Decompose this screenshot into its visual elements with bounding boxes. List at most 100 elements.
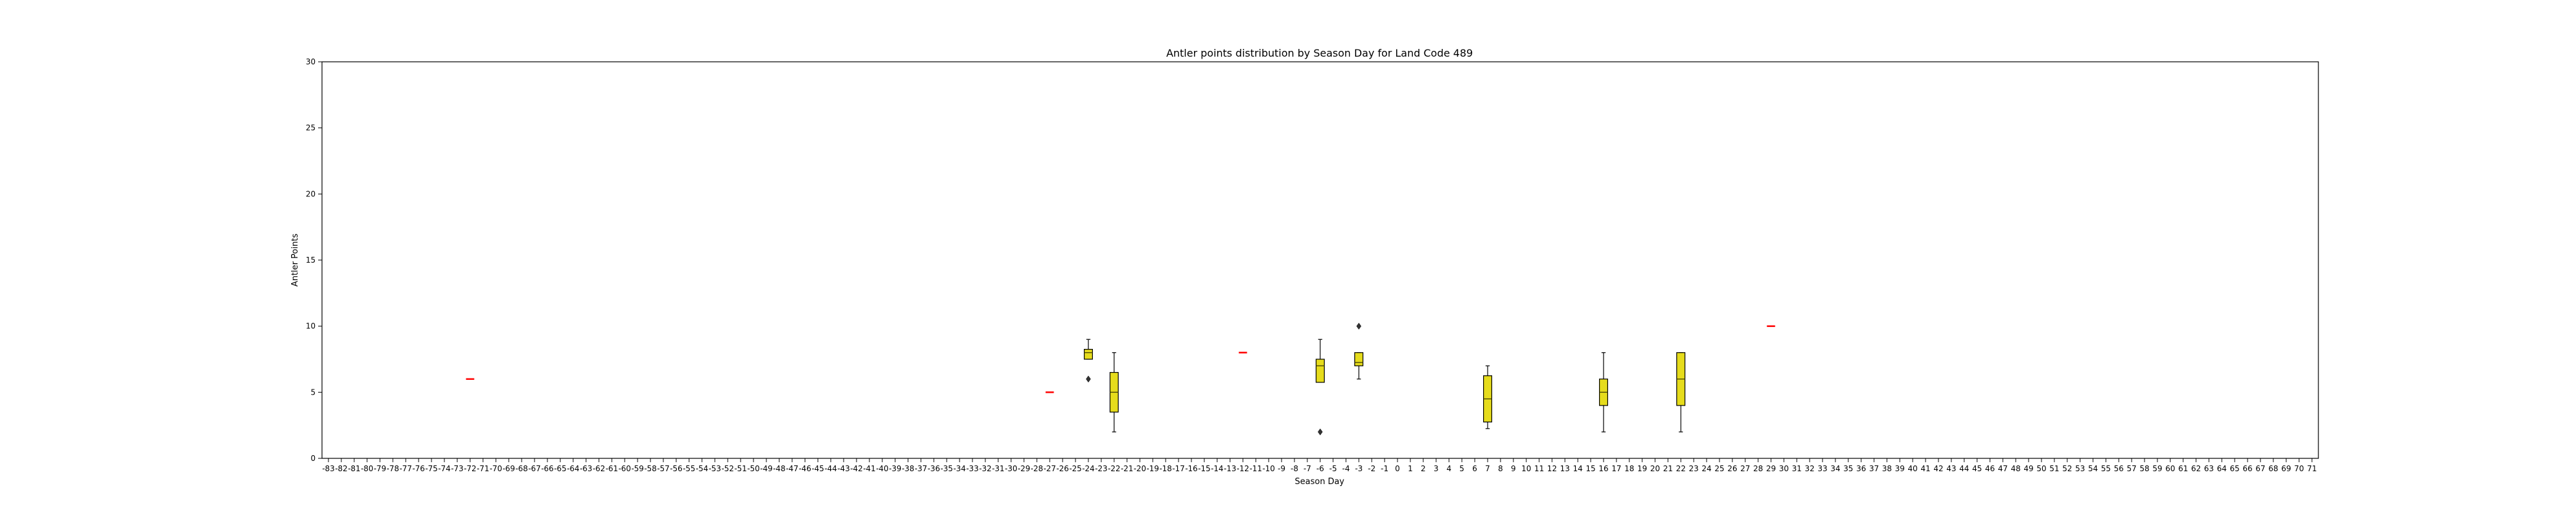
x-tick-label: 27: [1740, 464, 1750, 473]
plot-area: [321, 61, 2319, 459]
x-axis: -83 -82 -81 -80 -79 -78 -77 -76 -75 -74 -73 -72 -71-…: [322, 458, 2317, 473]
x-tick-label: 13: [1560, 464, 1569, 473]
x-tick-label: -23: [1095, 464, 1108, 473]
x-tick-label: 61: [2178, 464, 2188, 473]
box-group: [1599, 352, 1609, 433]
x-tick-label: -6: [1316, 464, 1324, 473]
x-tick-label: -77: [399, 464, 412, 473]
x-tick-label: -44: [824, 464, 837, 473]
x-tick-label: 44: [1959, 464, 1969, 473]
x-tick-label: 48: [2011, 464, 2020, 473]
x-tick-label: 11: [1534, 464, 1544, 473]
x-tick-label: -75: [425, 464, 438, 473]
x-tick-label: -35: [940, 464, 953, 473]
x-tick-label: -63: [580, 464, 592, 473]
x-tick-label: -70: [489, 464, 502, 473]
outlier-point: [1086, 375, 1091, 383]
x-tick-label: -68: [515, 464, 528, 473]
x-tick-label: 1: [1408, 464, 1413, 473]
x-tick-label: -54: [696, 464, 708, 473]
x-tick-label: -56: [670, 464, 683, 473]
y-tick-label: 15: [306, 256, 316, 265]
box-group: [1354, 323, 1364, 380]
x-tick-label: -12: [1236, 464, 1249, 473]
x-tick-label: 46: [1985, 464, 1994, 473]
box-group: [1083, 339, 1093, 383]
x-tick-label: 49: [2023, 464, 2033, 473]
x-tick-label: -41: [863, 464, 876, 473]
x-tick-label: 23: [1689, 464, 1698, 473]
x-tick-label: 18: [1624, 464, 1634, 473]
x-tick-label: 17: [1611, 464, 1621, 473]
x-tick-label: -78: [386, 464, 399, 473]
x-tick-label: -33: [966, 464, 979, 473]
x-tick-label: 16: [1598, 464, 1608, 473]
x-tick-label: 4: [1446, 464, 1452, 473]
x-tick-label: -64: [567, 464, 580, 473]
x-tick-label: 51: [2049, 464, 2059, 473]
x-tick-label: 35: [1843, 464, 1853, 473]
x-tick-label: 38: [1882, 464, 1891, 473]
x-tick-label: -50: [747, 464, 760, 473]
x-tick-label: -52: [721, 464, 734, 473]
x-tick-label: 8: [1498, 464, 1503, 473]
x-tick-label: 53: [2075, 464, 2085, 473]
x-tick-label: -48: [773, 464, 786, 473]
x-tick-label: -61: [605, 464, 618, 473]
x-tick-label: 9: [1511, 464, 1516, 473]
x-tick-label: 41: [1920, 464, 1930, 473]
box-group: [1676, 352, 1686, 433]
x-tick-label: 40: [1908, 464, 1917, 473]
y-axis: 0 5 10 15 20 25 30: [306, 57, 322, 463]
x-tick-label: -73: [451, 464, 464, 473]
x-tick-label: -60: [618, 464, 631, 473]
x-tick-label: -21: [1121, 464, 1133, 473]
x-tick-label: 66: [2242, 464, 2252, 473]
y-tick-label: 10: [306, 322, 316, 331]
x-tick-label: 0: [1395, 464, 1400, 473]
box-group: [1483, 365, 1493, 429]
x-tick-label: -80: [361, 464, 374, 473]
x-tick-label: -82: [335, 464, 348, 473]
x-tick-label: -62: [592, 464, 605, 473]
x-tick-label: 24: [1701, 464, 1711, 473]
x-tick-label: -7: [1303, 464, 1311, 473]
x-tick-label: -38: [902, 464, 914, 473]
x-tick-label: 3: [1434, 464, 1439, 473]
x-tick-label: -15: [1198, 464, 1211, 473]
x-tick-label: 47: [1998, 464, 2007, 473]
x-tick-label: -8: [1291, 464, 1298, 473]
x-tick-label: 39: [1895, 464, 1904, 473]
x-tick-label: -74: [438, 464, 451, 473]
x-tick-label: 14: [1573, 464, 1582, 473]
x-tick-label: 64: [2217, 464, 2226, 473]
box-iqr: [1354, 352, 1364, 366]
x-tick-label: -31: [992, 464, 1005, 473]
x-tick-label: -51: [734, 464, 747, 473]
x-tick-label: 12: [1547, 464, 1557, 473]
x-tick-label: -66: [541, 464, 554, 473]
x-tick-label: 36: [1856, 464, 1866, 473]
box-group: [1109, 352, 1119, 433]
x-tick-label: -37: [914, 464, 927, 473]
x-tick-label: -34: [953, 464, 966, 473]
x-tick-label: -24: [1082, 464, 1095, 473]
x-tick-label: -26: [1056, 464, 1069, 473]
x-tick-label: -59: [631, 464, 644, 473]
x-tick-label: -30: [1005, 464, 1018, 473]
x-tick-label: 15: [1586, 464, 1595, 473]
x-tick-label: 68: [2268, 464, 2278, 473]
x-tick-label: 25: [1714, 464, 1724, 473]
box-iqr: [1083, 348, 1093, 360]
x-tick-label: -28: [1030, 464, 1043, 473]
x-tick-label: -16: [1185, 464, 1198, 473]
x-tick-label: -1: [1381, 464, 1388, 473]
x-tick-label: -83: [322, 464, 335, 473]
box-series: [466, 323, 1776, 436]
y-tick-label: 20: [306, 189, 316, 198]
x-tick-label: 58: [2139, 464, 2149, 473]
x-tick-label: -11: [1249, 464, 1262, 473]
x-tick-label: 50: [2036, 464, 2046, 473]
x-tick-label: -10: [1262, 464, 1275, 473]
